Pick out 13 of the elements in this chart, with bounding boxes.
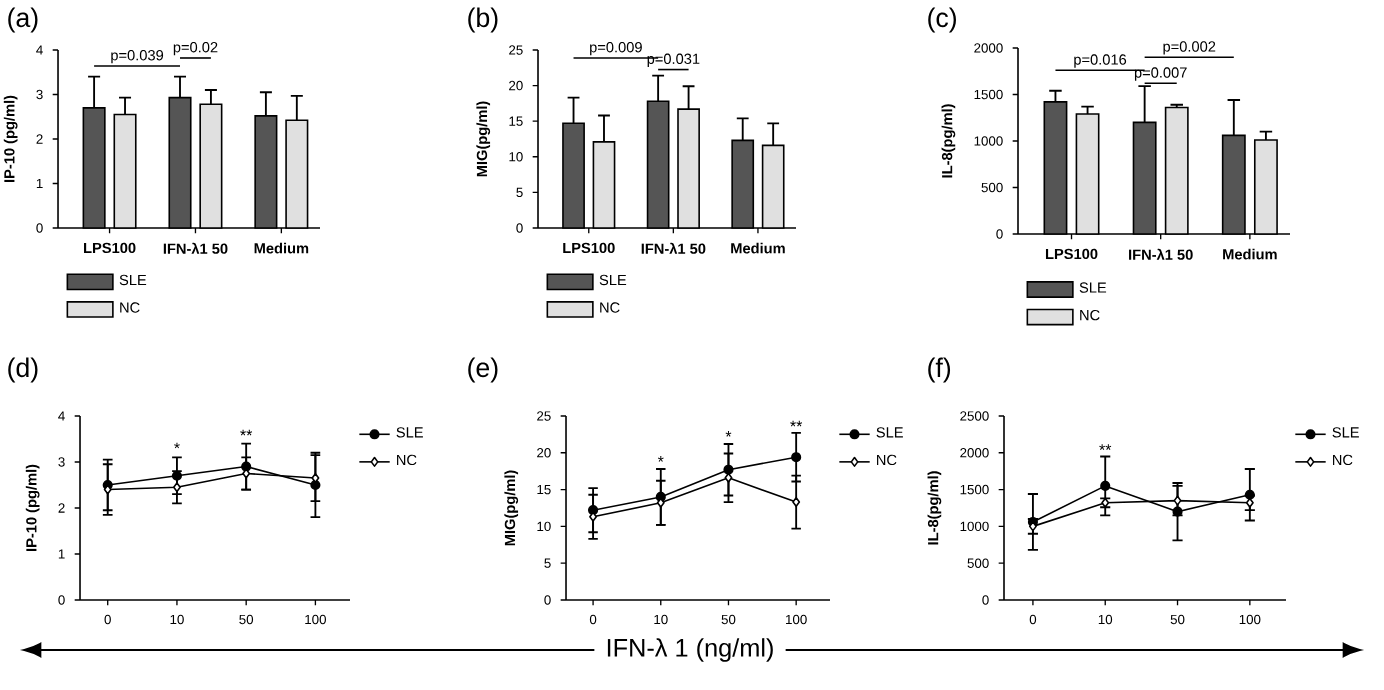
- chart-title: (f): [928, 357, 951, 383]
- chart-title: (c): [928, 7, 956, 33]
- annotation: **: [1099, 444, 1112, 450]
- x-axis-title: IFN-λ 1 (ng/ml): [607, 638, 773, 662]
- chart-title: (e): [468, 357, 498, 383]
- annotation: *: [657, 456, 664, 462]
- chart-title: (b): [468, 7, 498, 33]
- annotation: **: [790, 420, 803, 427]
- annotation: *: [725, 431, 732, 437]
- chart-title: (a): [8, 7, 38, 33]
- annotation: *: [174, 442, 180, 449]
- chart-title: (d): [8, 357, 38, 383]
- annotation: **: [240, 429, 253, 436]
